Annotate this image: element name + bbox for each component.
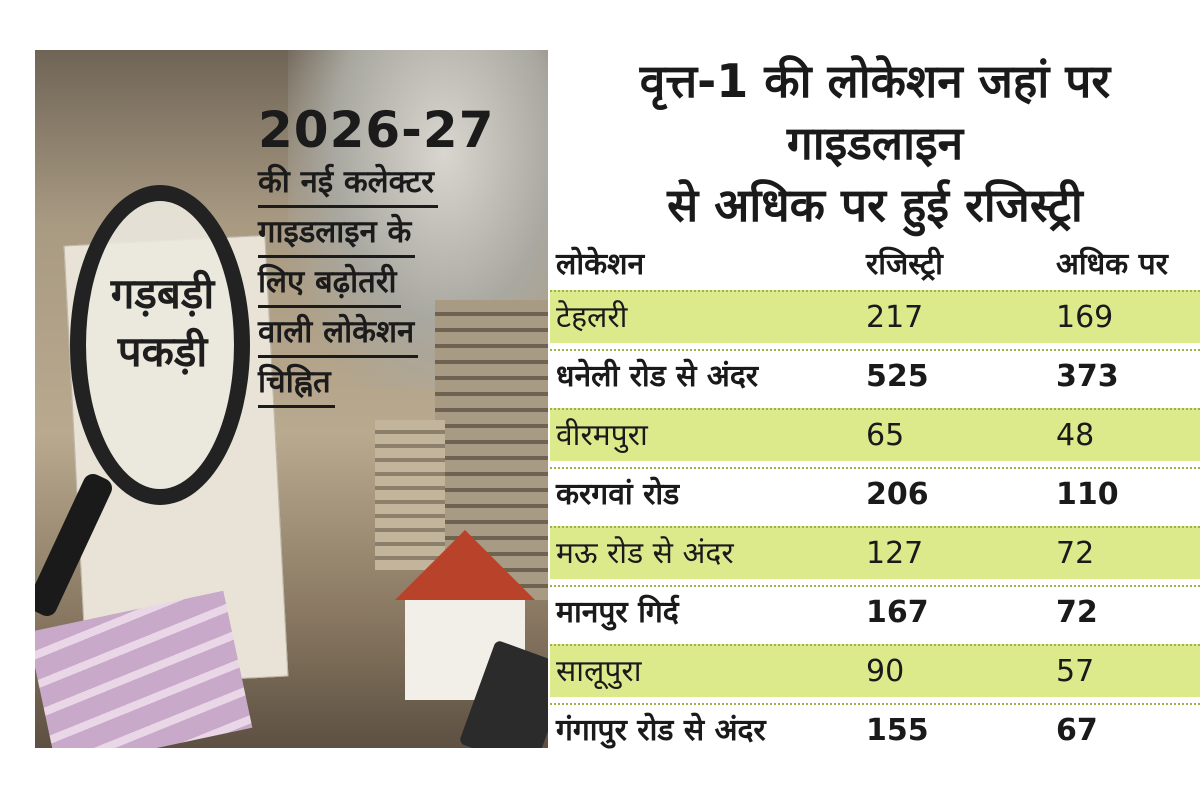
lens-text-line: पकड़ी: [117, 327, 208, 376]
table-row: गंगापुर रोड से अंदर 155 67: [550, 703, 1200, 756]
cell-registry: 65: [866, 417, 905, 453]
header-location: लोकेशन: [556, 247, 645, 282]
headline-line: वाली लोकेशन: [258, 310, 419, 358]
cell-above: 72: [1056, 594, 1098, 630]
table-row: सालूपुरा 90 57: [550, 644, 1200, 697]
table-row: मानपुर गिर्द 167 72: [550, 585, 1200, 638]
cell-registry: 217: [866, 299, 924, 335]
cell-registry: 206: [866, 476, 929, 512]
header-registry: रजिस्ट्री: [866, 247, 943, 282]
cell-registry: 90: [866, 653, 905, 689]
table-row: वीरमपुरा 65 48: [550, 408, 1200, 461]
headline-line: लिए बढ़ोतरी: [258, 260, 401, 308]
table-header: लोकेशन रजिस्ट्री अधिक पर: [550, 236, 1200, 290]
currency-notes: [35, 590, 253, 748]
cell-above: 67: [1056, 712, 1098, 748]
cell-location: धनेली रोड से अंदर: [556, 358, 759, 394]
headline-year: 2026-27: [258, 101, 495, 159]
cell-above: 110: [1056, 476, 1119, 512]
title-line: से अधिक पर हुई रजिस्ट्री: [667, 178, 1083, 232]
cell-above: 169: [1056, 299, 1114, 335]
news-illustration: गड़बड़ी पकड़ी: [35, 50, 548, 748]
lens-text-line: गड़बड़ी: [110, 269, 215, 318]
title-line: वृत्त-1 की लोकेशन जहां पर गाइडलाइन: [639, 54, 1111, 170]
cell-registry: 127: [866, 535, 924, 571]
cell-above: 48: [1056, 417, 1095, 453]
headline-line: चिह्नित: [258, 360, 335, 408]
cell-location: करगवां रोड: [556, 476, 680, 512]
table-row: धनेली रोड से अंदर 525 373: [550, 349, 1200, 402]
cell-location: टेहलरी: [556, 299, 628, 335]
table-title: वृत्त-1 की लोकेशन जहां पर गाइडलाइन से अध…: [550, 50, 1200, 236]
lens-text: गड़बड़ी पकड़ी: [80, 265, 245, 381]
cell-above: 72: [1056, 535, 1095, 571]
headline: 2026-27 की नई कलेक्टर गाइडलाइन के लिए बढ…: [258, 100, 543, 410]
cell-above: 373: [1056, 358, 1119, 394]
table-row: करगवां रोड 206 110: [550, 467, 1200, 520]
table-body: टेहलरी 217 169 धनेली रोड से अंदर 525 373 वीरमप…: [550, 290, 1200, 756]
cell-location: मानपुर गिर्द: [556, 594, 679, 630]
cell-above: 57: [1056, 653, 1095, 689]
cell-location: सालूपुरा: [556, 653, 642, 689]
table-row: मऊ रोड से अंदर 127 72: [550, 526, 1200, 579]
headline-line: गाइडलाइन के: [258, 210, 416, 258]
cell-location: मऊ रोड से अंदर: [556, 535, 734, 571]
table-row: टेहलरी 217 169: [550, 290, 1200, 343]
table-panel: वृत्त-1 की लोकेशन जहां पर गाइडलाइन से अध…: [550, 50, 1200, 762]
cell-registry: 155: [866, 712, 929, 748]
cell-registry: 167: [866, 594, 929, 630]
cell-location: गंगापुर रोड से अंदर: [556, 712, 766, 748]
cell-registry: 525: [866, 358, 929, 394]
cell-location: वीरमपुरा: [556, 417, 648, 453]
headline-line: की नई कलेक्टर: [258, 160, 438, 208]
header-above: अधिक पर: [1056, 247, 1168, 282]
